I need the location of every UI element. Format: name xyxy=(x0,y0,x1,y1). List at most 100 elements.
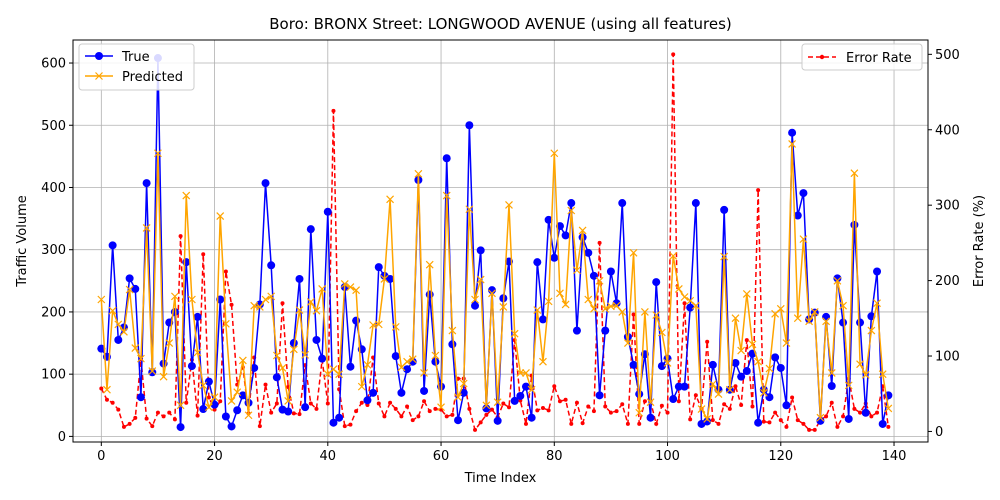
true-point xyxy=(425,290,434,299)
y-tick-label: 0 xyxy=(58,430,66,445)
legend-true-label: True xyxy=(121,50,150,65)
predicted-point xyxy=(408,355,417,364)
error-rate-point xyxy=(280,301,285,306)
error-rate-point xyxy=(127,421,132,426)
predicted-point xyxy=(278,364,287,372)
error-rate-point xyxy=(257,424,262,429)
predicted-point xyxy=(561,300,570,309)
error-rate-point xyxy=(382,414,387,419)
predicted-point xyxy=(680,293,689,301)
predicted-point xyxy=(839,301,847,310)
error-rate-point xyxy=(886,424,891,429)
error-rate-point xyxy=(682,301,687,306)
true-point xyxy=(816,416,825,425)
y-tick-label: 400 xyxy=(41,181,66,196)
error-rate-point xyxy=(716,421,721,426)
predicted-point xyxy=(431,351,440,360)
predicted-point xyxy=(238,356,247,365)
predicted-point xyxy=(374,320,383,329)
predicted-point xyxy=(131,344,140,352)
true-point xyxy=(856,318,865,327)
true-point xyxy=(250,363,259,372)
error-rate-point xyxy=(733,384,738,389)
predicted-point xyxy=(663,359,672,367)
predicted-point xyxy=(318,284,327,293)
predicted-point xyxy=(708,380,717,389)
predicted-point xyxy=(244,411,253,420)
error-rate-point xyxy=(637,421,642,426)
predicted-point xyxy=(289,345,298,354)
error-rate-point xyxy=(201,252,206,257)
predicted-point xyxy=(714,390,723,399)
error-rate-point xyxy=(693,393,698,398)
predicted-point xyxy=(103,385,111,394)
predicted-point xyxy=(776,304,785,313)
true-point xyxy=(227,422,236,431)
y2-tick-label: 500 xyxy=(935,48,960,63)
error-rate-point xyxy=(501,401,506,406)
x-tick-label: 80 xyxy=(546,449,563,464)
error-rate-point xyxy=(671,52,676,57)
error-rate-point xyxy=(608,410,613,415)
predicted-point xyxy=(312,306,321,315)
true-point xyxy=(136,393,145,402)
error-rate-point xyxy=(269,410,274,415)
true-point xyxy=(618,199,627,208)
error-rate-point xyxy=(172,417,177,422)
true-point xyxy=(261,179,270,188)
predicted-point xyxy=(170,292,179,301)
error-rate-point xyxy=(116,407,121,412)
predicted-point xyxy=(873,299,881,308)
predicted-point xyxy=(499,303,508,311)
true-point xyxy=(204,377,213,386)
error-rate-point xyxy=(523,421,528,426)
y2-axis-label: Error Rate (%) xyxy=(972,195,987,287)
predicted-point xyxy=(346,283,355,291)
predicted-point xyxy=(697,405,706,413)
error-rate-point xyxy=(314,406,319,411)
error-rate-point xyxy=(484,412,489,417)
error-rate-point xyxy=(563,397,568,402)
true-point xyxy=(601,326,610,335)
error-rate-point xyxy=(359,400,364,405)
predicted-point xyxy=(533,306,542,314)
predicted-point xyxy=(556,289,564,298)
true-point xyxy=(833,274,842,283)
true-point xyxy=(765,393,774,402)
error-rate-point xyxy=(710,418,715,423)
true-point xyxy=(595,391,604,400)
series-predicted xyxy=(97,139,893,423)
true-point xyxy=(397,388,406,397)
error-rate-point xyxy=(727,406,732,411)
true-point xyxy=(516,391,525,400)
true-point xyxy=(720,205,729,214)
error-rate-point xyxy=(155,410,160,415)
error-rate-point xyxy=(444,414,449,419)
predicted-point xyxy=(844,381,853,390)
y-tick-label: 300 xyxy=(41,243,66,258)
true-point xyxy=(691,199,700,208)
error-rate-point xyxy=(223,269,228,274)
legend-error-marker xyxy=(819,54,825,60)
error-rate-point xyxy=(427,409,432,414)
predicted-point xyxy=(720,252,729,261)
error-rate-point xyxy=(348,422,353,427)
error-rate-point xyxy=(852,406,857,411)
error-rate-point xyxy=(178,234,183,239)
error-rate-point xyxy=(603,404,608,409)
predicted-point xyxy=(380,275,389,283)
true-point xyxy=(544,215,553,224)
true-point xyxy=(657,362,666,371)
error-rate-point xyxy=(354,409,359,414)
true-point xyxy=(346,362,355,371)
predicted-point xyxy=(635,408,644,417)
true-point xyxy=(471,301,480,310)
error-rate-point xyxy=(586,404,591,409)
y2-tick-label: 100 xyxy=(935,350,960,365)
true-point xyxy=(754,418,763,427)
error-rate-point xyxy=(705,339,710,344)
predicted-point xyxy=(788,139,797,148)
predicted-point xyxy=(227,397,236,405)
predicted-point xyxy=(335,370,344,379)
true-point xyxy=(488,286,497,295)
